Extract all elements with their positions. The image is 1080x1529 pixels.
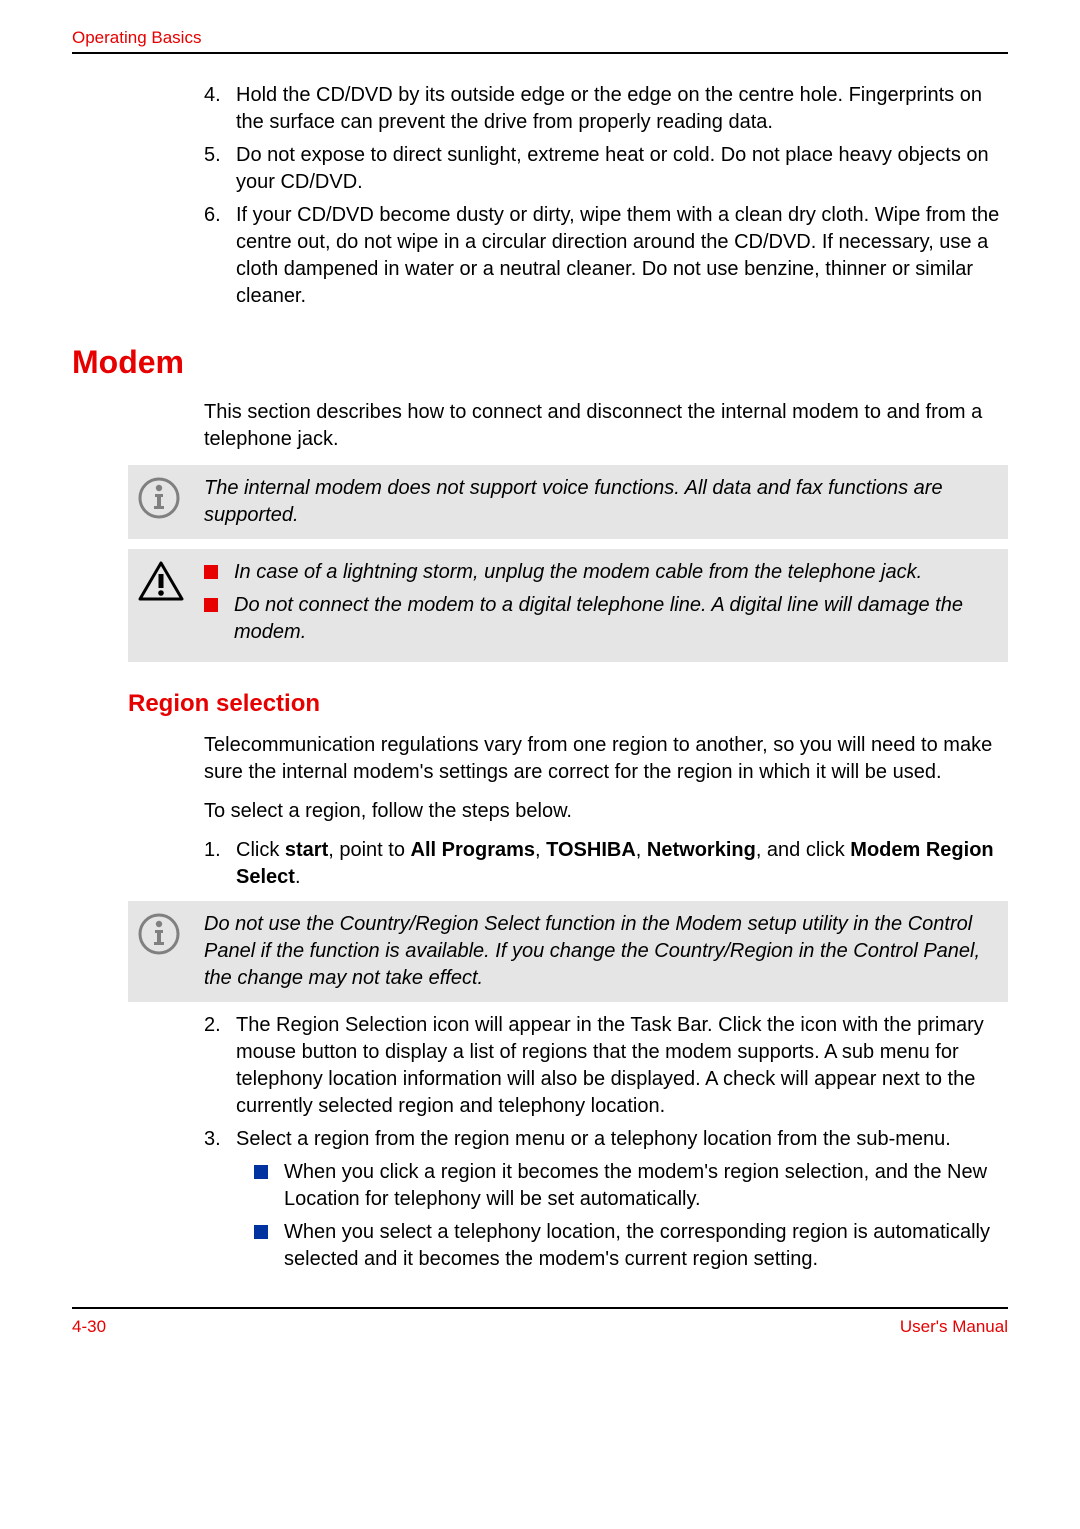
modem-heading: Modem bbox=[72, 344, 1008, 381]
list-item: 1. Click start, point to All Programs, T… bbox=[204, 837, 1008, 891]
info-icon bbox=[138, 475, 204, 529]
square-bullet-icon bbox=[254, 1225, 268, 1239]
info-text: The internal modem does not support voic… bbox=[204, 475, 994, 529]
warning-callout: In case of a lightning storm, unplug the… bbox=[128, 549, 1008, 662]
list-number: 5. bbox=[204, 142, 236, 196]
warning-text: Do not connect the modem to a digital te… bbox=[234, 592, 994, 646]
page-number: 4-30 bbox=[72, 1317, 106, 1337]
sub-list-text: When you click a region it becomes the m… bbox=[284, 1159, 1008, 1213]
list-number: 4. bbox=[204, 82, 236, 136]
square-bullet-icon bbox=[254, 1165, 268, 1179]
page-footer: 4-30 User's Manual bbox=[72, 1317, 1008, 1337]
info-callout: The internal modem does not support voic… bbox=[128, 465, 1008, 539]
sub-list-text: When you select a telephony location, th… bbox=[284, 1219, 1008, 1273]
list-item: 2. The Region Selection icon will appear… bbox=[204, 1012, 1008, 1120]
footer-rule bbox=[72, 1307, 1008, 1309]
warning-item: Do not connect the modem to a digital te… bbox=[204, 592, 994, 646]
warning-text: In case of a lightning storm, unplug the… bbox=[234, 559, 922, 586]
info-icon bbox=[138, 911, 204, 992]
region-steps-cont: 2. The Region Selection icon will appear… bbox=[204, 1012, 1008, 1279]
list-item: 6. If your CD/DVD become dusty or dirty,… bbox=[204, 202, 1008, 310]
square-bullet-icon bbox=[204, 598, 218, 612]
list-item: 5. Do not expose to direct sunlight, ext… bbox=[204, 142, 1008, 196]
square-bullet-icon bbox=[204, 565, 218, 579]
manual-label: User's Manual bbox=[900, 1317, 1008, 1337]
list-item: 4. Hold the CD/DVD by its outside edge o… bbox=[204, 82, 1008, 136]
list-text: If your CD/DVD become dusty or dirty, wi… bbox=[236, 202, 1008, 310]
region-p2: To select a region, follow the steps bel… bbox=[204, 798, 1008, 825]
sub-list-item: When you click a region it becomes the m… bbox=[254, 1159, 1008, 1213]
list-text: The Region Selection icon will appear in… bbox=[236, 1012, 1008, 1120]
list-number: 3. bbox=[204, 1126, 236, 1279]
info-callout-2: Do not use the Country/Region Select fun… bbox=[128, 901, 1008, 1002]
list-number: 6. bbox=[204, 202, 236, 310]
page: Operating Basics 4. Hold the CD/DVD by i… bbox=[0, 0, 1080, 1377]
cd-care-list: 4. Hold the CD/DVD by its outside edge o… bbox=[204, 82, 1008, 310]
info-text: Do not use the Country/Region Select fun… bbox=[204, 911, 994, 992]
warning-item: In case of a lightning storm, unplug the… bbox=[204, 559, 994, 586]
header-section-title: Operating Basics bbox=[72, 28, 201, 48]
list-text: Do not expose to direct sunlight, extrem… bbox=[236, 142, 1008, 196]
region-heading: Region selection bbox=[128, 690, 1008, 718]
page-header: Operating Basics bbox=[72, 28, 1008, 52]
header-rule bbox=[72, 52, 1008, 54]
list-text: Select a region from the region menu or … bbox=[236, 1126, 1008, 1279]
sub-list-item: When you select a telephony location, th… bbox=[254, 1219, 1008, 1273]
region-p1: Telecommunication regulations vary from … bbox=[204, 732, 1008, 786]
warning-icon bbox=[138, 559, 204, 652]
list-text: Click start, point to All Programs, TOSH… bbox=[236, 837, 1008, 891]
list-item: 3. Select a region from the region menu … bbox=[204, 1126, 1008, 1279]
modem-intro: This section describes how to connect an… bbox=[204, 399, 1008, 453]
list-text: Hold the CD/DVD by its outside edge or t… bbox=[236, 82, 1008, 136]
list-number: 1. bbox=[204, 837, 236, 891]
region-block: Telecommunication regulations vary from … bbox=[204, 732, 1008, 891]
modem-intro-block: This section describes how to connect an… bbox=[204, 399, 1008, 453]
list-number: 2. bbox=[204, 1012, 236, 1120]
